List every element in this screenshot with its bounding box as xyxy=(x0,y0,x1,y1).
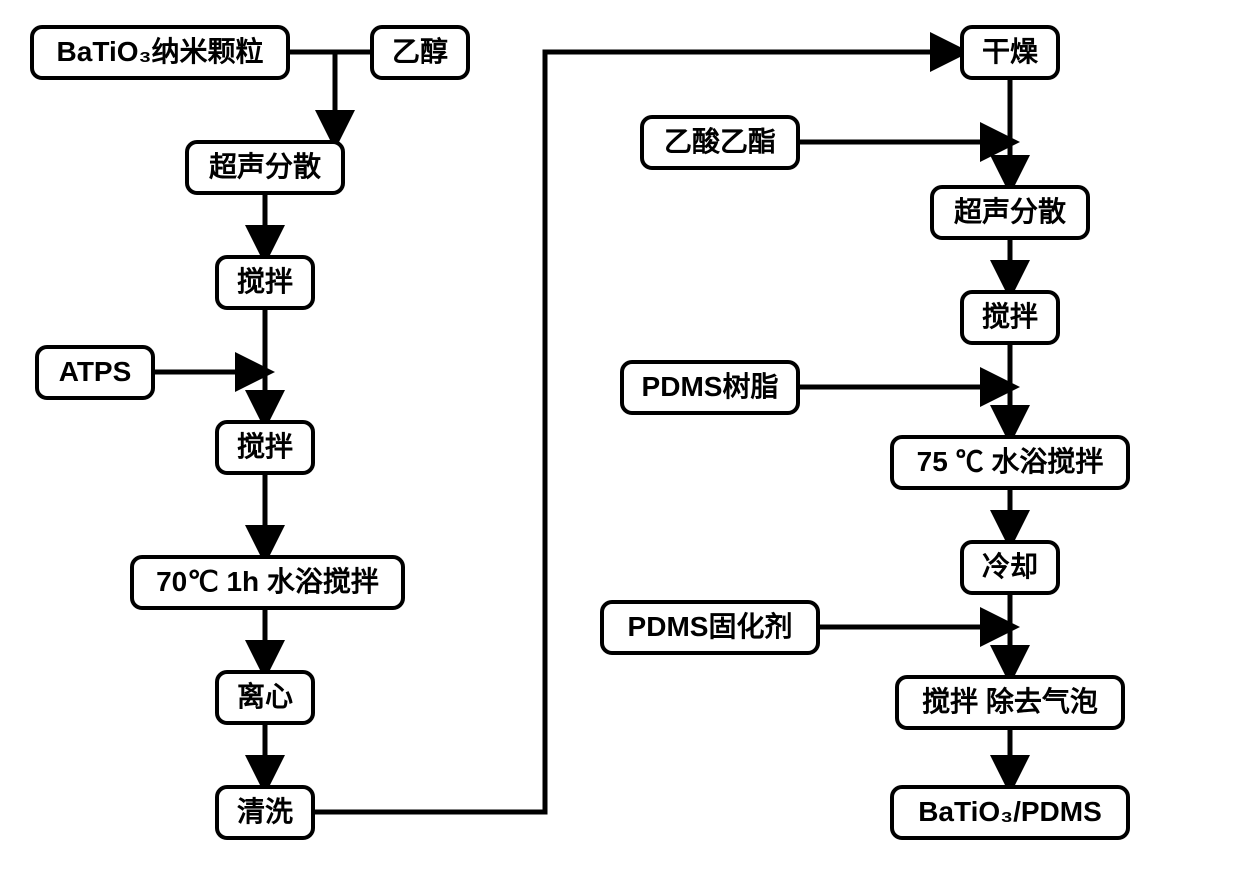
node-ethanol: 乙醇 xyxy=(370,25,470,80)
node-batio3: BaTiO₃纳米颗粒 xyxy=(30,25,290,80)
node-stir4: 搅拌 除去气泡 xyxy=(895,675,1125,730)
node-stir2: 搅拌 xyxy=(215,420,315,475)
node-stir3: 搅拌 xyxy=(960,290,1060,345)
node-ultra2: 超声分散 xyxy=(930,185,1090,240)
node-product: BaTiO₃/PDMS xyxy=(890,785,1130,840)
edge-wash-dry xyxy=(315,52,960,812)
node-pdmsresin: PDMS树脂 xyxy=(620,360,800,415)
edge-ethanol-ultra1 xyxy=(335,52,370,140)
node-ultra1: 超声分散 xyxy=(185,140,345,195)
node-etac: 乙酸乙酯 xyxy=(640,115,800,170)
node-wash: 清洗 xyxy=(215,785,315,840)
node-centrifuge: 离心 xyxy=(215,670,315,725)
node-pdmscure: PDMS固化剂 xyxy=(600,600,820,655)
node-cool: 冷却 xyxy=(960,540,1060,595)
node-bath2: 75 ℃ 水浴搅拌 xyxy=(890,435,1130,490)
node-atps: ATPS xyxy=(35,345,155,400)
node-dry: 干燥 xyxy=(960,25,1060,80)
node-bath1: 70℃ 1h 水浴搅拌 xyxy=(130,555,405,610)
node-stir1: 搅拌 xyxy=(215,255,315,310)
